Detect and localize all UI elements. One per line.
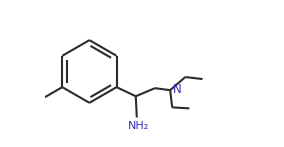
Text: NH₂: NH₂ xyxy=(128,121,149,131)
Text: N: N xyxy=(173,83,181,96)
